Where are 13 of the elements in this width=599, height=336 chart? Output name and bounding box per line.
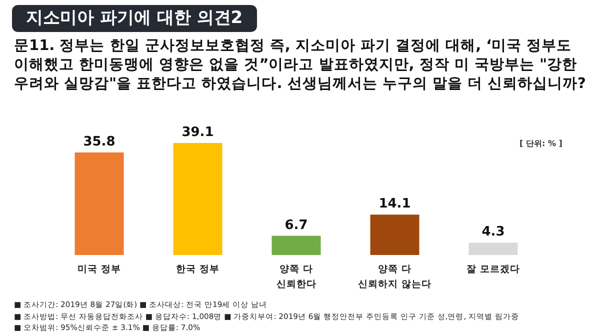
x-tick-label: 양쪽 다 신뢰하지 않는다 <box>358 264 432 290</box>
x-tick-label: 한국 정부 <box>176 264 220 275</box>
chart-subtitle: 문11. 정부는 한일 군사정보보호협정 즉, 지소미아 파기 결정에 대해, ‘미국 정부도 이해했고 한미동맹에 영향은 없을 것”이라고 발표하였지만, 정작 미 국방부는 "강한 우려와 실망감"을 표한다고 하였습니다. 선생님께서는 누구의 말을 더 신뢰하십니까? <box>14 37 587 94</box>
data-label: 14.1 <box>378 196 411 212</box>
data-label: 35.8 <box>83 134 116 150</box>
x-tick-label: 잘 모르겠다 <box>466 264 520 275</box>
annotation: [ 단위: % ] <box>520 139 562 148</box>
data-label: 39.1 <box>182 125 214 140</box>
x-tick-label: 양쪽 다 신뢰한다 <box>276 264 316 290</box>
data-label: 6.7 <box>284 218 308 233</box>
x-tick-label: 미국 정부 <box>78 264 121 275</box>
chart-title: 지소미아 파기에 대한 의견2 <box>12 5 257 32</box>
data-label: 4.3 <box>482 224 505 240</box>
